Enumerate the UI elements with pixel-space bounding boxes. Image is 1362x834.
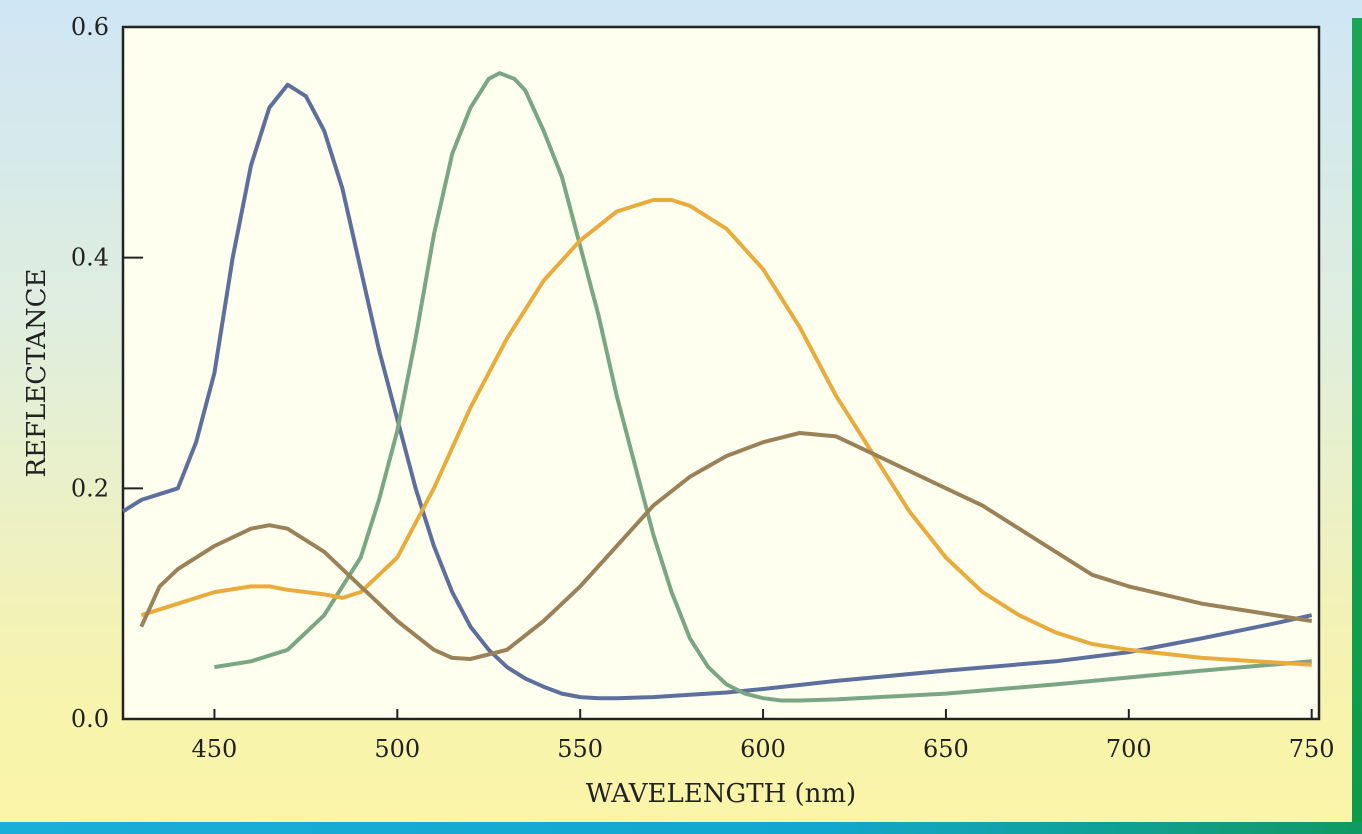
x-tick-label: 600 — [740, 735, 786, 763]
x-tick-label: 700 — [1106, 735, 1152, 763]
series-line-1 — [121, 82, 1313, 701]
x-tick-label: 450 — [192, 735, 238, 763]
x-tick-label: 650 — [923, 735, 969, 763]
y-tick-label: 0.4 — [71, 244, 109, 272]
y-axis-title: REFLECTANCE — [22, 268, 52, 477]
plot-area — [121, 25, 1321, 721]
right-accent-bar — [1352, 18, 1362, 824]
y-tick-label: 0.2 — [71, 474, 109, 502]
y-tick-label: 0.0 — [71, 705, 109, 733]
series-layer — [121, 71, 1313, 703]
series-line-3 — [140, 198, 1312, 667]
series-line-2 — [214, 71, 1312, 703]
series-line-4 — [139, 431, 1313, 661]
x-axis-title: WAVELENGTH (nm) — [586, 779, 856, 809]
bottom-accent-bar — [0, 822, 1362, 834]
tick-layer: 450 500 550 600 650 700 750 0.0 0.2 0.4 0.6 — [71, 13, 1335, 763]
y-tick-label: 0.6 — [71, 13, 109, 41]
x-tick-label: 500 — [374, 735, 420, 763]
x-tick-label: 750 — [1289, 735, 1335, 763]
x-tick-label: 550 — [557, 735, 603, 763]
